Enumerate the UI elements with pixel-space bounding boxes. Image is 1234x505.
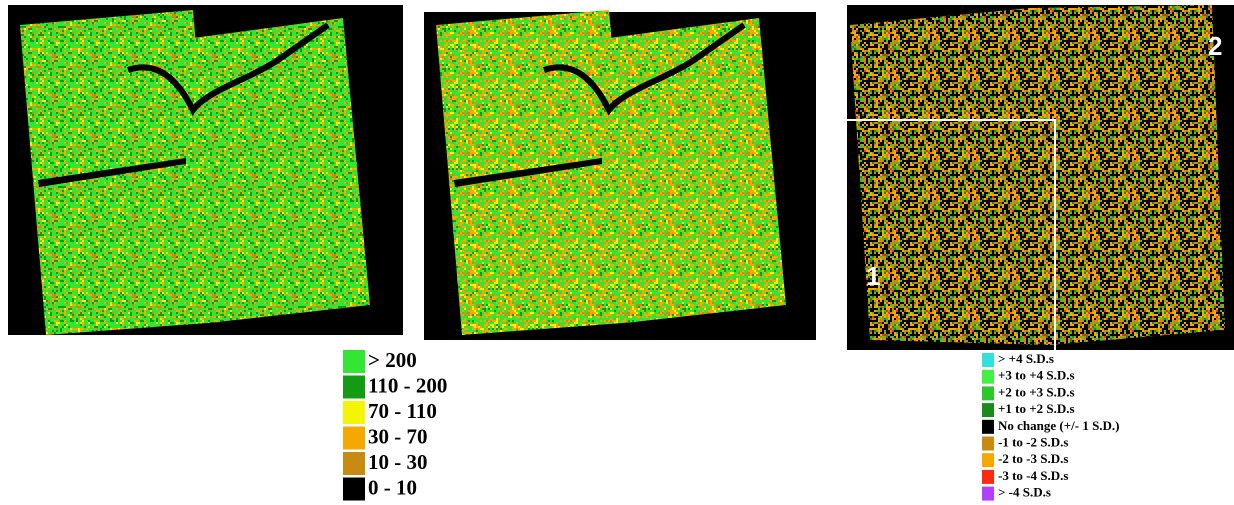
legend-label: > +4 S.D.s: [998, 351, 1054, 366]
legend-swatch: [343, 401, 365, 424]
legend-label: > 200: [368, 348, 417, 372]
legend-swatch: [982, 386, 994, 400]
legend-label: 0 - 10: [368, 475, 417, 499]
legend-label: 30 - 70: [368, 424, 428, 448]
image-strip: [609, 18, 786, 322]
legend-label: 10 - 30: [368, 450, 428, 474]
panel-label: 1: [866, 261, 880, 291]
panel-label: 2: [1208, 31, 1222, 61]
legend-swatch: [343, 376, 365, 399]
figure: 1 2 > 200110 - 20070 - 11030 - 7010 - 30…: [0, 0, 1234, 505]
legend-swatch: [343, 452, 365, 475]
legend-label: +1 to +2 S.D.s: [998, 401, 1075, 416]
legend-swatch: [982, 403, 994, 417]
legend-label: +2 to +3 S.D.s: [998, 384, 1075, 399]
legend-swatch: [343, 478, 365, 501]
legend-swatch: [343, 350, 365, 373]
image-strip: [193, 18, 370, 322]
legend-label: +3 to +4 S.D.s: [998, 368, 1075, 383]
legend-swatch: [982, 420, 994, 434]
legend-label: > -4 S.D.s: [998, 485, 1051, 500]
legend-swatch: [343, 427, 365, 450]
image-strip: [850, 5, 1225, 345]
legend-swatch: [982, 437, 994, 451]
legend-swatch: [982, 370, 994, 384]
legend-label: -3 to -4 S.D.s: [998, 468, 1068, 483]
legend-swatch: [982, 487, 994, 501]
legend-swatch: [982, 353, 994, 367]
legend-swatch: [982, 453, 994, 467]
legend-label: 110 - 200: [368, 373, 447, 397]
legend-label: -1 to -2 S.D.s: [998, 434, 1068, 449]
legend-label: 70 - 110: [368, 399, 437, 423]
legend-label: -2 to -3 S.D.s: [998, 451, 1068, 466]
legend-swatch: [982, 470, 994, 484]
legend-label: No change (+/- 1 S.D.): [998, 418, 1120, 433]
